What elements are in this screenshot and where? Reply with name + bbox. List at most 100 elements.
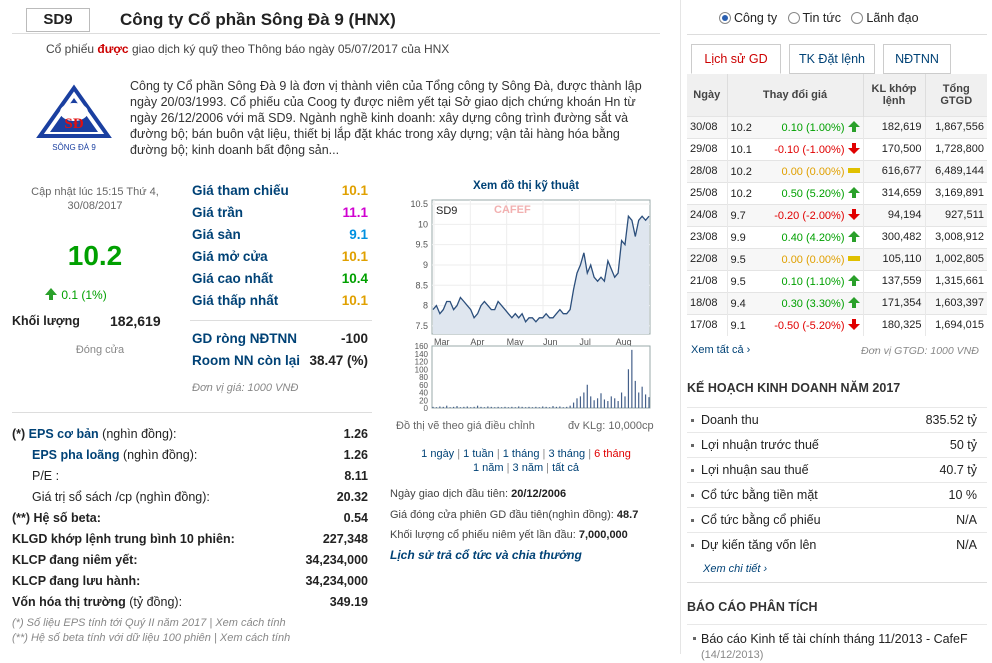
- cell-volume: 170,500: [863, 137, 926, 160]
- range-row: 1 ngày | 1 tuần | 1 tháng | 3 tháng | 6 …: [392, 447, 660, 461]
- table-row[interactable]: 24/08 9.7 -0.20 (-2.00%) 94,194 927,511: [687, 203, 987, 226]
- price-label: Giá tham chiếu: [192, 183, 289, 198]
- financial-name[interactable]: EPS pha loãng: [32, 448, 120, 462]
- col-change: Thay đổi giá: [727, 74, 864, 116]
- divider: [687, 582, 987, 583]
- range-option[interactable]: 1 năm: [472, 462, 504, 474]
- x-tick-label: Aug: [616, 337, 632, 347]
- cell-change: 10.1 -0.10 (-1.00%): [727, 137, 864, 160]
- y-tick-label: 8.5: [415, 280, 428, 290]
- financial-name: Vốn hóa thị trường: [12, 595, 126, 609]
- plan-detail-link[interactable]: Xem chi tiết ›: [703, 563, 768, 575]
- range-option[interactable]: tất cả: [552, 462, 580, 474]
- radio-leaders[interactable]: Lãnh đạo: [851, 11, 919, 25]
- dividend-history-link[interactable]: Lịch sử trả cổ tức và chia thưởng: [390, 548, 582, 562]
- range-option[interactable]: 1 tháng: [502, 448, 540, 460]
- table-row[interactable]: 17/08 9.1 -0.50 (-5.20%) 180,325 1,694,015: [687, 313, 987, 336]
- company-description: Công ty Cổ phần Sông Đà 9 là đơn vị thàn…: [130, 79, 642, 157]
- radio-news[interactable]: Tin tức: [787, 11, 841, 25]
- financial-row: KLGD khớp lệnh trung bình 10 phiên: 227,3…: [12, 532, 372, 552]
- table-row[interactable]: 25/08 10.2 0.50 (5.20%) 314,659 3,169,891: [687, 181, 987, 204]
- margin-notice: Cổ phiếu được giao dịch ký quỹ theo Thôn…: [46, 42, 449, 56]
- cell-price: 10.2: [730, 187, 752, 200]
- tab-foreign-investors[interactable]: NĐTNN: [883, 44, 951, 74]
- notice-highlight: được: [97, 42, 129, 56]
- cell-change-value: 0.00 (0.00%): [781, 253, 845, 266]
- range-row: 1 năm | 3 năm | tất cả: [392, 461, 660, 475]
- see-all-link[interactable]: Xem tất cả ›: [691, 344, 751, 356]
- financial-row: KLCP đang lưu hành: 34,234,000: [12, 574, 372, 594]
- x-tick-label: Jul: [579, 337, 591, 347]
- plan-value: 10 %: [948, 488, 978, 502]
- cell-value: 1,603,397: [925, 291, 987, 314]
- range-option[interactable]: 1 tuần: [463, 448, 494, 460]
- financial-name[interactable]: EPS cơ bản: [28, 427, 99, 441]
- radio-company[interactable]: Công ty: [719, 11, 777, 25]
- beta-note[interactable]: (**) Hệ số beta tính với dữ liệu 100 phi…: [12, 632, 291, 644]
- up-arrow-icon: [847, 274, 860, 286]
- table-row[interactable]: 23/08 9.9 0.40 (4.20%) 300,482 3,008,912: [687, 225, 987, 248]
- table-row[interactable]: 22/08 9.5 0.00 (0.00%) 105,110 1,002,805: [687, 247, 987, 270]
- financial-label: Vốn hóa thị trường (tỷ đồng):: [12, 595, 182, 609]
- radio-leaders-label: Lãnh đạo: [866, 11, 919, 25]
- financial-suffix: (nghìn đồng):: [132, 490, 210, 504]
- cell-value: 1,002,805: [925, 247, 987, 270]
- cell-volume: 182,619: [863, 115, 926, 138]
- table-row[interactable]: 29/08 10.1 -0.10 (-1.00%) 170,500 1,728,800: [687, 137, 987, 160]
- plan-item: Cổ tức bằng tiền mặt 10 %: [687, 482, 987, 507]
- range-option[interactable]: 3 tháng: [548, 448, 586, 460]
- up-arrow-icon: [45, 288, 57, 300]
- report-item[interactable]: Báo cáo Kinh tế tài chính tháng 11/2013 …: [701, 632, 971, 663]
- table-row[interactable]: 21/08 9.5 0.10 (1.10%) 137,559 1,315,661: [687, 269, 987, 292]
- cell-change-value: -0.50 (-5.20%): [774, 319, 845, 332]
- financial-value: 8.11: [344, 469, 368, 483]
- table-row[interactable]: 28/08 10.2 0.00 (0.00%) 616,677 6,489,144: [687, 159, 987, 182]
- price-value: 9.1: [349, 227, 368, 242]
- price-chart[interactable]: 7.5 8 8.5 9 9.5 10 10.5 Mar Apr May Jun Jul Aug SD9 CA…: [392, 194, 660, 422]
- divider: [687, 34, 987, 35]
- plan-label: Dự kiến tăng vốn lên: [701, 538, 817, 552]
- foreign-label: Room NN còn lại: [192, 353, 301, 368]
- cell-price: 9.7: [730, 209, 746, 222]
- first-close-price: Giá đóng cửa phiên GD đầu tiên(nghìn đồn…: [390, 509, 638, 521]
- x-tick-label: Jun: [543, 337, 558, 347]
- cell-date: 18/08: [687, 291, 728, 314]
- cell-date: 28/08: [687, 159, 728, 182]
- cell-value: 6,489,144: [925, 159, 987, 182]
- range-option[interactable]: 3 năm: [512, 462, 544, 474]
- cell-value: 1,694,015: [925, 313, 987, 336]
- eps-note[interactable]: (*) Số liệu EPS tính tới Quý II năm 2017…: [12, 617, 286, 629]
- cell-change: 10.2 0.50 (5.20%): [727, 181, 864, 204]
- cell-change-value: 0.30 (3.30%): [781, 297, 845, 310]
- cell-change: 10.2 0.10 (1.00%): [727, 115, 864, 138]
- table-row[interactable]: 18/08 9.4 0.30 (3.30%) 171,354 1,603,397: [687, 291, 987, 314]
- ticker-badge: SD9: [26, 8, 90, 32]
- range-option[interactable]: 6 tháng: [594, 448, 631, 460]
- first-volume-value: 7,000,000: [578, 529, 628, 541]
- history-tabs: Lịch sử GD TK Đặt lệnh NĐTNN: [687, 44, 987, 74]
- cell-date: 17/08: [687, 313, 728, 336]
- cell-price: 9.9: [730, 231, 746, 244]
- range-option[interactable]: 1 ngày: [421, 448, 455, 460]
- first-volume-label: Khối lượng cổ phiếu niêm yết lần đầu:: [390, 529, 579, 541]
- financial-value: 20.32: [336, 490, 368, 504]
- company-logo: SĐ SÔNG ĐÀ 9: [36, 84, 112, 152]
- financial-name: Giá trị sổ sách /cp: [32, 490, 133, 504]
- plan-item: Lợi nhuận trước thuế 50 tỷ: [687, 432, 987, 457]
- financial-value: 349.19: [329, 595, 368, 609]
- col-value: Tổng GTGD: [925, 74, 987, 116]
- financial-row: EPS pha loãng (nghìn đồng): 1.26: [12, 448, 372, 468]
- notice-pre: Cổ phiếu: [46, 42, 98, 56]
- financial-name: KLGD khớp lệnh trung bình 10 phiên:: [12, 532, 235, 546]
- cell-change: 9.7 -0.20 (-2.00%): [727, 203, 864, 226]
- chart-title[interactable]: Xem đồ thị kỹ thuật: [472, 180, 580, 192]
- tab-trade-history[interactable]: Lịch sử GD: [691, 44, 781, 74]
- cell-change-value: 0.10 (1.10%): [781, 275, 845, 288]
- cell-date: 23/08: [687, 225, 728, 248]
- range-separator: |: [543, 462, 553, 474]
- tab-order-stats[interactable]: TK Đặt lệnh: [789, 44, 875, 74]
- vol-tick-label: 100: [415, 365, 429, 374]
- table-row[interactable]: 30/08 10.2 0.10 (1.00%) 182,619 1,867,556: [687, 115, 987, 138]
- cell-change-value: 0.40 (4.20%): [781, 231, 845, 244]
- financial-label: (**) Hệ số beta:: [12, 511, 101, 525]
